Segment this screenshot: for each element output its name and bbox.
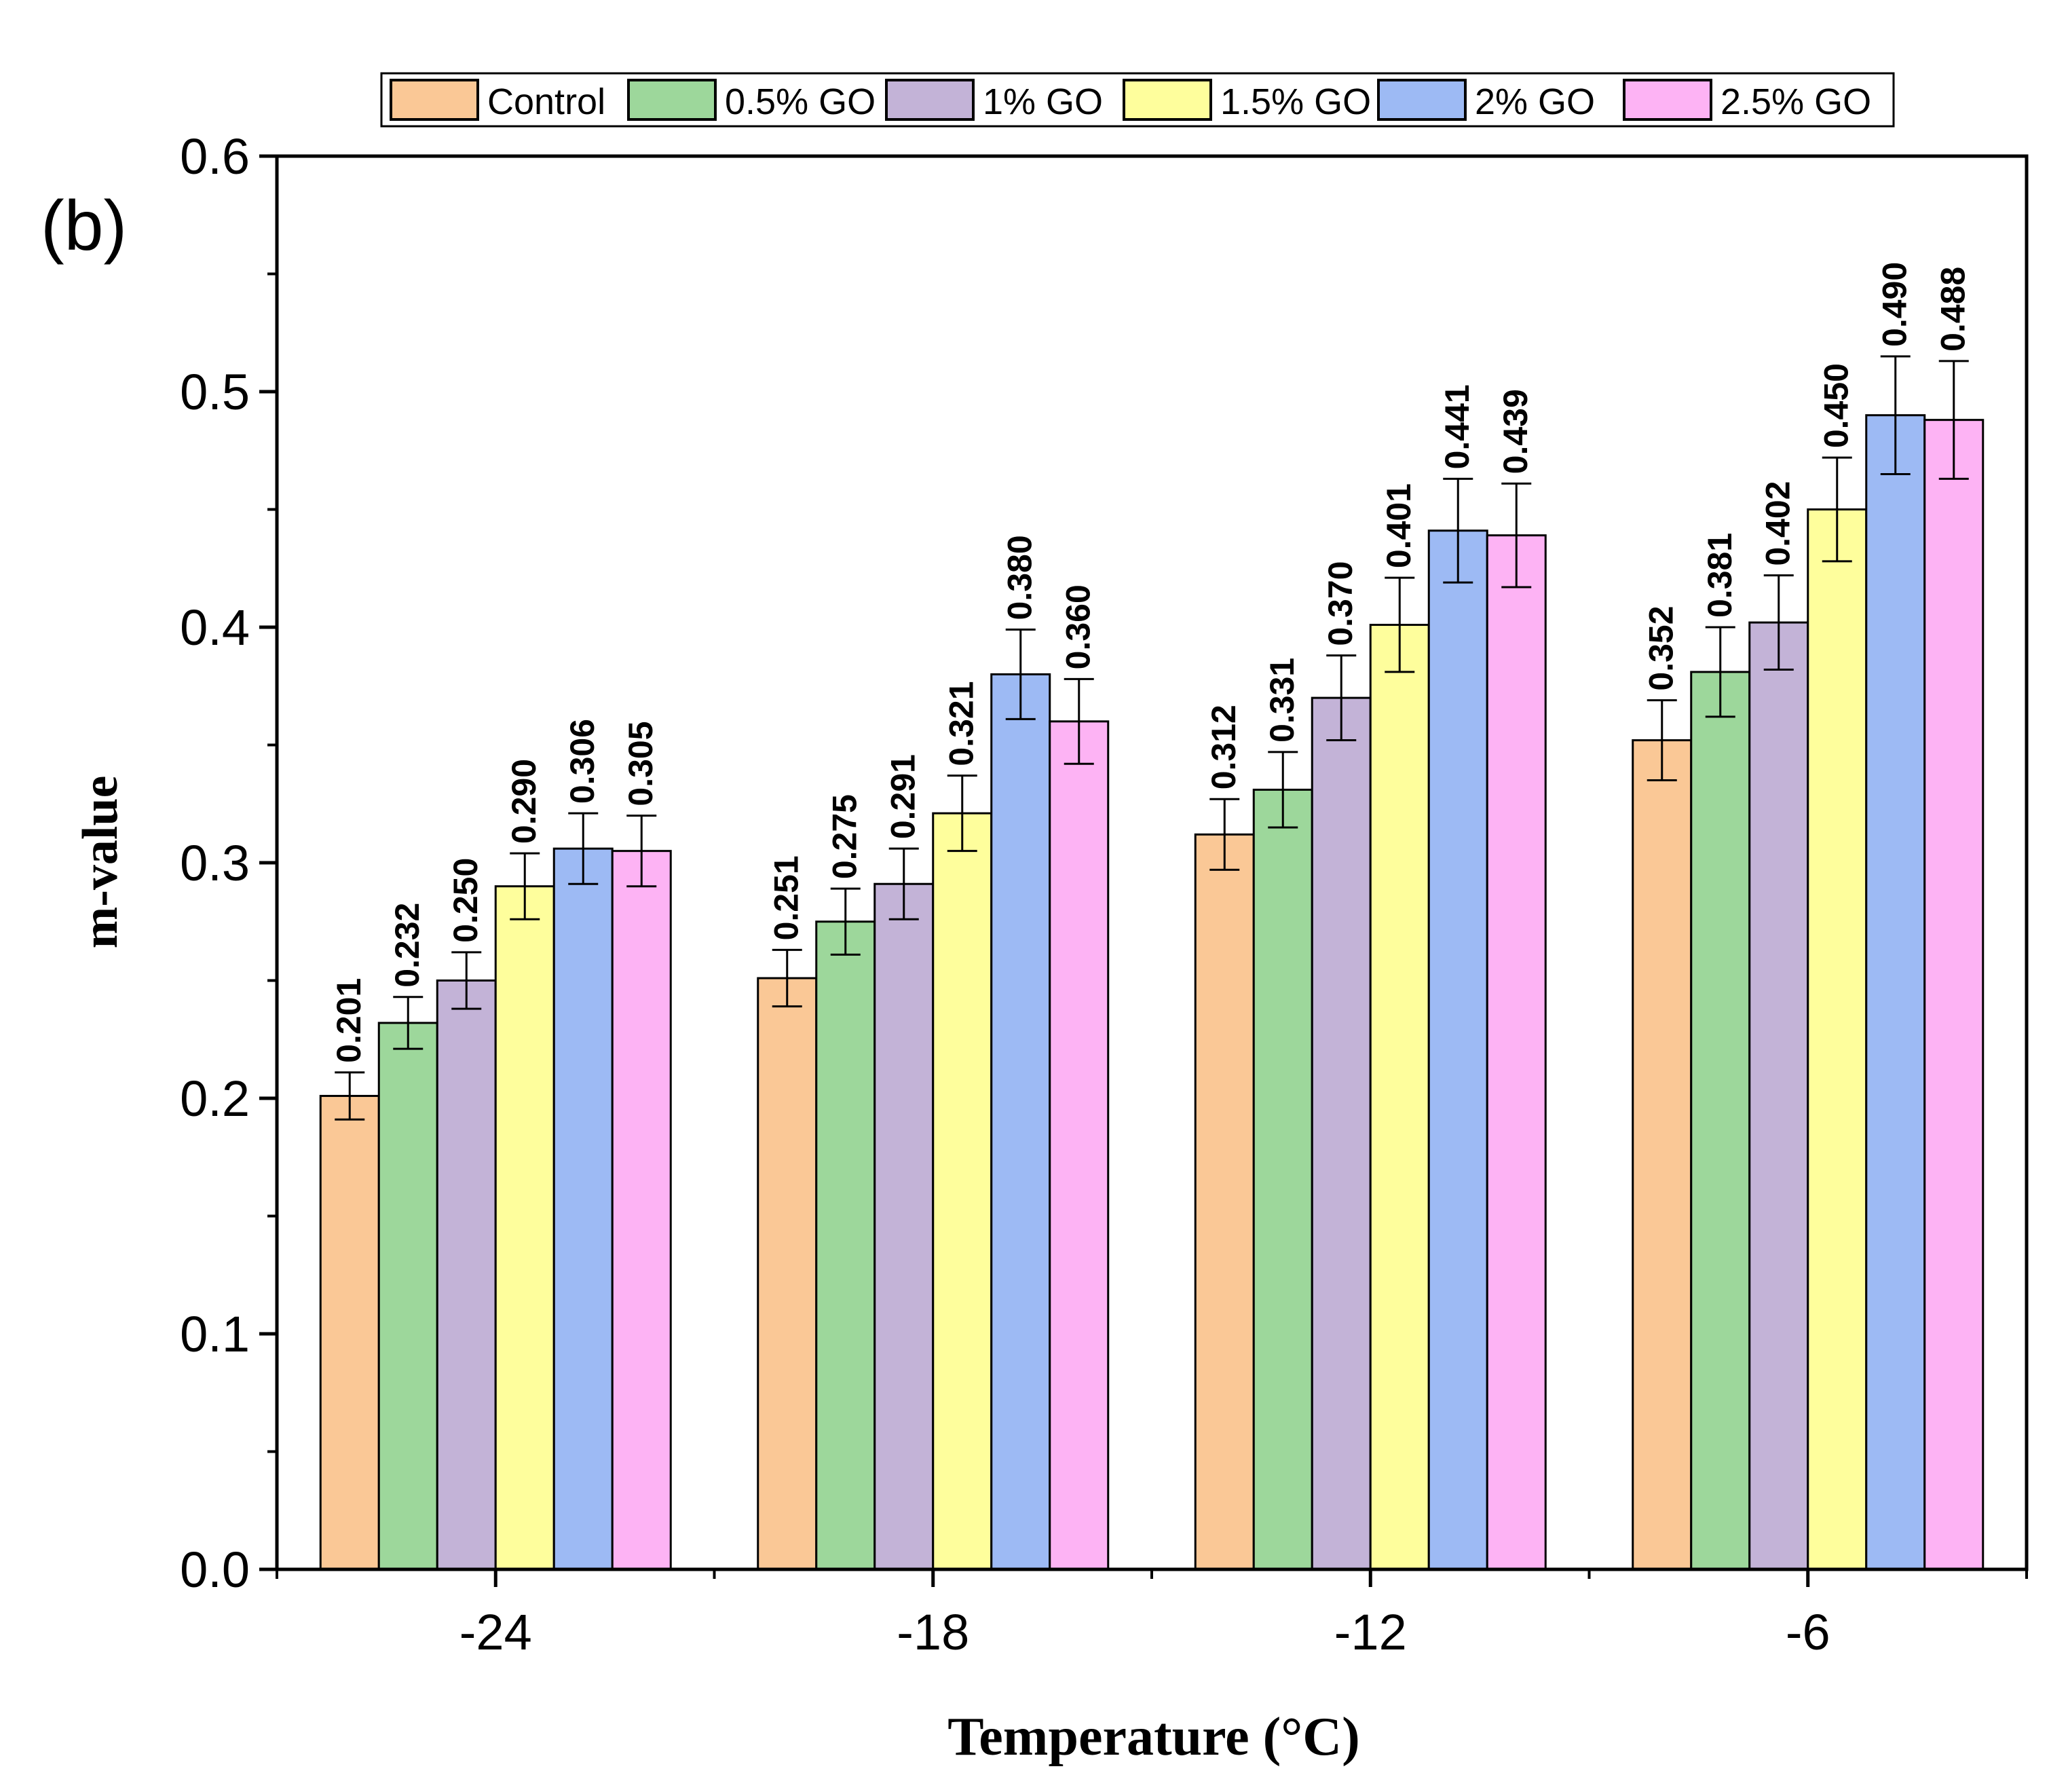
bar-1-5-go--6 [1807,508,1868,1571]
data-label: 0.490 [1876,262,1914,347]
bar-2-go--12 [1427,529,1488,1571]
legend-swatch-1-5-go [1123,79,1212,121]
data-label: 0.370 [1321,561,1359,646]
bar-2-go--24 [552,847,614,1571]
y-tick-label: 0.0 [180,1542,250,1598]
x-axis-title: Temperature (°C) [947,1707,1359,1767]
bar-2-5-go--12 [1486,534,1547,1571]
data-label: 0.488 [1934,267,1972,352]
data-label: 0.275 [826,794,864,879]
bar-1-go--12 [1311,696,1372,1571]
data-label: 0.305 [622,721,660,806]
data-label: 0.251 [768,855,806,940]
data-label: 0.402 [1759,481,1797,566]
x-tick-label: -18 [897,1604,969,1660]
data-label: 0.232 [388,903,426,988]
bars-layer [319,414,1985,1571]
bar-1-go--6 [1748,621,1809,1571]
bar-1-5-go--12 [1369,624,1430,1571]
legend-label: Control [487,81,605,122]
legend-label: 0.5% GO [725,81,876,122]
data-label: 0.201 [330,978,368,1063]
bar-1-5-go--18 [932,812,993,1571]
bar-0-5-go--24 [377,1022,438,1571]
x-tick-label: -24 [459,1604,532,1660]
legend-swatch-0-5-go [627,79,717,121]
panel-label: (b) [41,187,127,265]
bar-control--6 [1632,739,1693,1571]
bar-1-go--24 [436,979,497,1571]
legend-label: 1% GO [983,81,1103,122]
data-label: 0.321 [943,681,981,766]
data-label: 0.352 [1642,605,1680,690]
bar-0-5-go--12 [1252,788,1313,1571]
data-label: 0.450 [1818,363,1856,448]
y-tick-label: 0.1 [180,1306,250,1362]
bar-1-5-go--24 [494,885,555,1571]
bar-2-go--6 [1865,414,1926,1571]
legend-swatch-2-5-go [1623,79,1712,121]
data-label: 0.401 [1380,483,1418,568]
data-label: 0.312 [1205,705,1243,789]
legend-label: 1.5% GO [1220,81,1371,122]
data-label: 0.381 [1701,533,1739,618]
data-label: 0.291 [884,754,922,839]
data-label: 0.290 [505,759,543,844]
data-label: 0.439 [1497,389,1535,474]
y-tick-label: 0.6 [180,128,250,185]
bar-0-5-go--18 [815,920,876,1571]
legend-label: 2.5% GO [1721,81,1871,122]
axes-layer: 0.0 0.1 0.2 0.3 0.4 0.5 0.6 -24 -18 -12 -6 [180,128,2029,1660]
y-tick-label: 0.5 [180,364,250,420]
bar-1-go--18 [873,882,935,1571]
bar-2-go--18 [990,673,1051,1571]
bar-control--18 [757,977,818,1571]
bar-0-5-go--6 [1690,671,1751,1571]
bar-2-5-go--6 [1923,419,1985,1571]
legend: Control 0.5% GO 1% GO 1.5% GO 2% GO 2.5% GO [380,72,1895,128]
error-bars-layer [335,355,1969,1121]
y-tick-label: 0.4 [180,599,250,656]
legend-swatch-control [390,79,479,121]
x-tick-label: -6 [1786,1604,1830,1660]
data-label: 0.360 [1059,584,1097,669]
legend-swatch-1-go [885,79,975,121]
legend-swatch-2-go [1377,79,1467,121]
data-label: 0.380 [1001,535,1039,620]
bar-2-5-go--18 [1049,720,1110,1571]
bar-control--24 [319,1095,380,1571]
data-label: 0.250 [447,858,485,943]
data-label: 0.441 [1438,384,1476,469]
bar-2-5-go--24 [611,850,672,1571]
bar-control--12 [1194,833,1255,1571]
legend-label: 2% GO [1475,81,1595,122]
y-tick-label: 0.2 [180,1070,250,1127]
data-label: 0.331 [1263,658,1301,743]
data-label: 0.306 [563,719,601,804]
y-tick-label: 0.3 [180,835,250,891]
x-tick-label: -12 [1334,1604,1407,1660]
y-axis-title: m-value [73,776,128,949]
value-labels-layer: 0.201 0.232 0.250 0.290 0.306 0.305 0.251 0.275… [330,262,1972,1063]
